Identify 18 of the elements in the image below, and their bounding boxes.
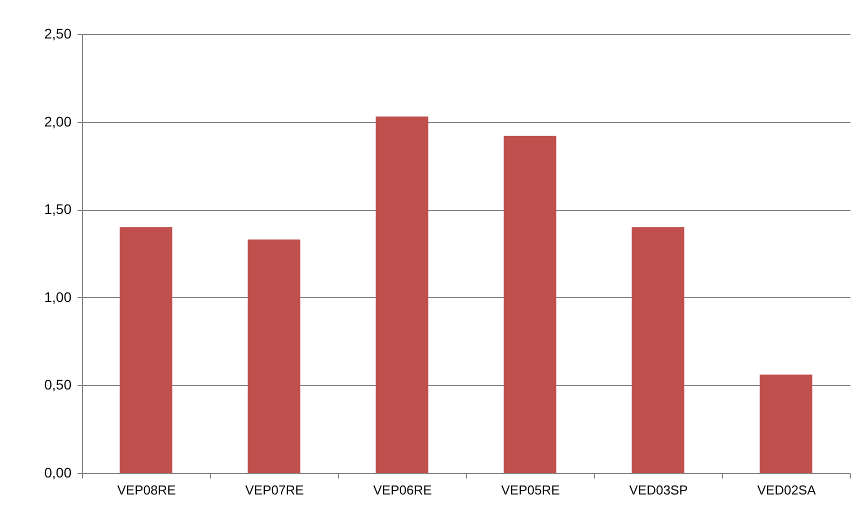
y-tick-label: 1,00 [44, 288, 72, 305]
bar [632, 227, 684, 473]
x-tick-label: VEP06RE [373, 482, 432, 498]
x-tick-label: VED02SA [757, 482, 816, 498]
y-tick-label: 1,50 [44, 201, 72, 218]
bar [760, 374, 812, 473]
y-tick-label: 2,50 [44, 26, 72, 42]
x-tick-label: VED03SP [629, 482, 688, 498]
bar [248, 239, 300, 473]
y-tick-label: 2,00 [44, 113, 72, 130]
y-tick-label: 0,50 [44, 376, 72, 393]
x-tick-label: VEP08RE [117, 482, 176, 498]
x-tick-label: VEP07RE [245, 482, 304, 498]
y-tick-label: 0,00 [44, 464, 72, 480]
bar [120, 227, 172, 473]
x-tick-label: VEP05RE [501, 482, 560, 498]
bar [504, 136, 556, 473]
bar [376, 116, 428, 473]
